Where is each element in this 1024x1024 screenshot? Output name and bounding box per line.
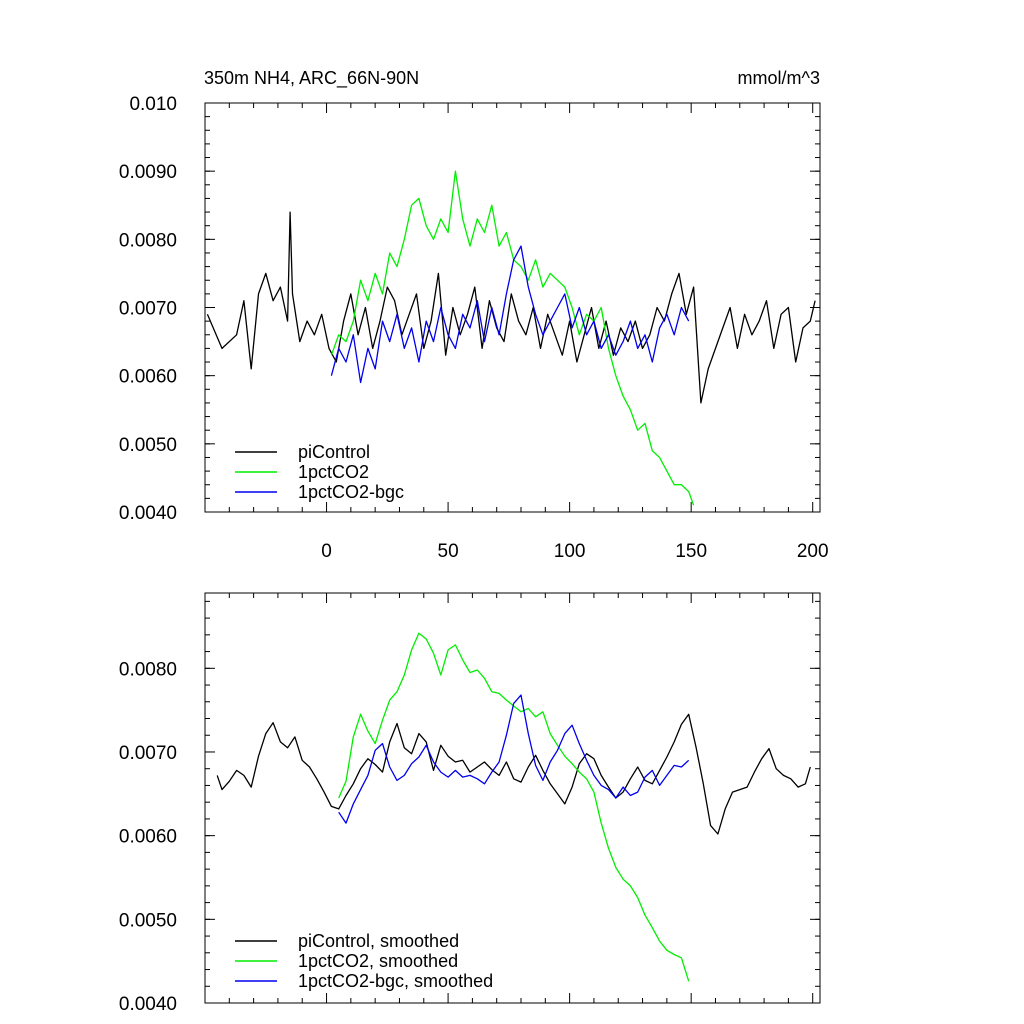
top-x-tick-label: 50 [438,541,459,562]
top-x-tick-label: 100 [554,541,586,562]
bottom-y-tick-label: 0.0050 [119,910,177,931]
bottom-legend-label: 1pctCO2, smoothed [298,951,458,971]
top-legend-label: 1pctCO2-bgc [298,482,404,502]
top-series-line-1 [206,211,816,404]
top-y-tick-label: 0.0070 [119,299,177,320]
bottom-axis-ticks [205,593,820,1004]
bottom-y-tick-label: 0.0040 [119,994,177,1015]
top-x-tick-label: 200 [797,541,829,562]
bottom-series-line-2 [338,632,690,982]
top-x-tick-label: 150 [675,541,707,562]
bottom-y-tick-label: 0.0070 [119,743,177,764]
top-plot-frame [204,102,821,513]
top-y-tick-label: 0.0090 [119,162,177,183]
top-x-tick-label: 0 [321,541,332,562]
top-title-right: mmol/m^3 [738,68,820,88]
top-legend-label: 1pctCO2 [298,462,369,482]
bottom-series-line-1 [216,713,811,835]
top-y-tick-label: 0.0060 [119,367,177,388]
bottom-legend-label: piControl, smoothed [298,931,459,951]
bottom-y-tick-label: 0.0080 [119,659,177,680]
top-y-tick-label: 0.010 [129,94,177,115]
top-plot-lines [206,170,816,506]
top-title-left: 350m NH4, ARC_66N-90N [204,68,419,89]
top-y-tick-label: 0.0050 [119,435,177,456]
bottom-plot-frame [204,592,821,1004]
bottom-plot-lines [216,632,811,982]
top-y-tick-label: 0.0040 [119,503,177,524]
top-series-line-3 [330,245,690,384]
bottom-legend-label: 1pctCO2-bgc, smoothed [298,971,493,991]
bottom-y-tick-label: 0.0060 [119,827,177,848]
bottom-axis-labels: 0.0040 0.0050 0.0060 0.0070 0.0080 [119,659,177,1015]
top-axis-labels: 0.0040 0.0050 0.0060 0.0070 0.0080 0.0090 0.01… [119,94,829,562]
bottom-series-line-3 [338,694,690,824]
top-legend-label: piControl [298,442,370,462]
top-y-tick-label: 0.0080 [119,230,177,251]
